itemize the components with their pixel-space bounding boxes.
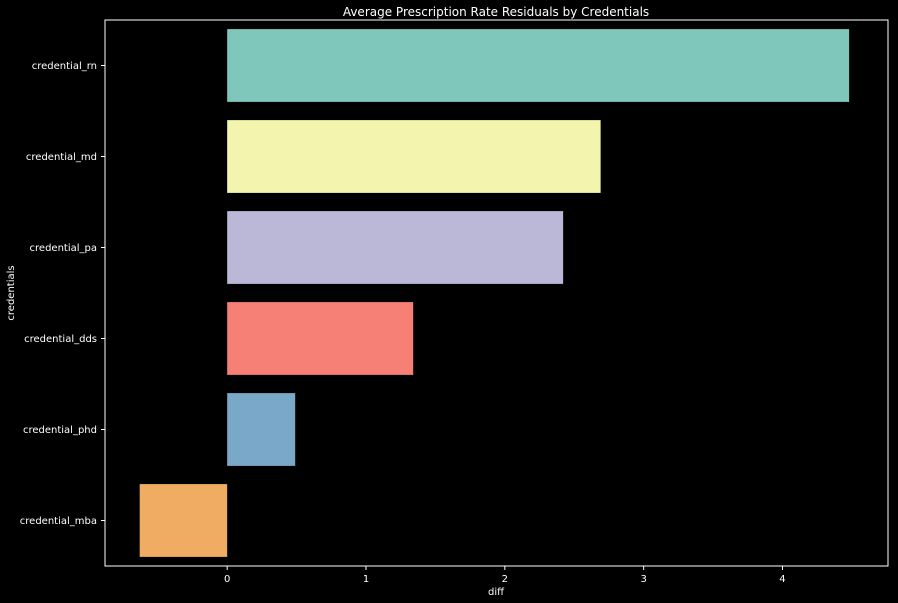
bar-credential-mba xyxy=(139,484,228,557)
y-axis-labels: credential_rn credential_md credential_pac… xyxy=(20,61,105,527)
bars-group xyxy=(139,29,850,557)
y-tick-label: credential_rn xyxy=(32,61,97,72)
x-axis-title: diff xyxy=(488,587,505,598)
x-axis-ticks: 0 1 2 3 4 xyxy=(224,566,786,585)
y-tick-label: credential_mba xyxy=(20,516,97,527)
x-tick-label: 2 xyxy=(502,574,508,585)
x-tick-label: 4 xyxy=(779,574,785,585)
y-tick-label: credential_md xyxy=(26,152,97,163)
y-tick-label: credential_phd xyxy=(23,425,97,436)
y-tick-label: credential_dds xyxy=(24,334,97,345)
x-tick-label: 3 xyxy=(640,574,646,585)
x-tick-label: 0 xyxy=(224,574,230,585)
x-tick-label: 1 xyxy=(363,574,369,585)
y-tick-label: credential_pa xyxy=(30,243,97,254)
bar-credential-rn xyxy=(227,29,850,102)
y-axis-title: credentials xyxy=(6,265,17,320)
bar-credential-md xyxy=(227,120,601,193)
bar-credential-pa xyxy=(227,211,564,284)
bar-credential-dds xyxy=(227,302,414,375)
chart-title: Average Prescription Rate Residuals by C… xyxy=(343,5,649,19)
bar-credential-phd xyxy=(227,393,296,466)
plot-frame xyxy=(104,19,889,567)
